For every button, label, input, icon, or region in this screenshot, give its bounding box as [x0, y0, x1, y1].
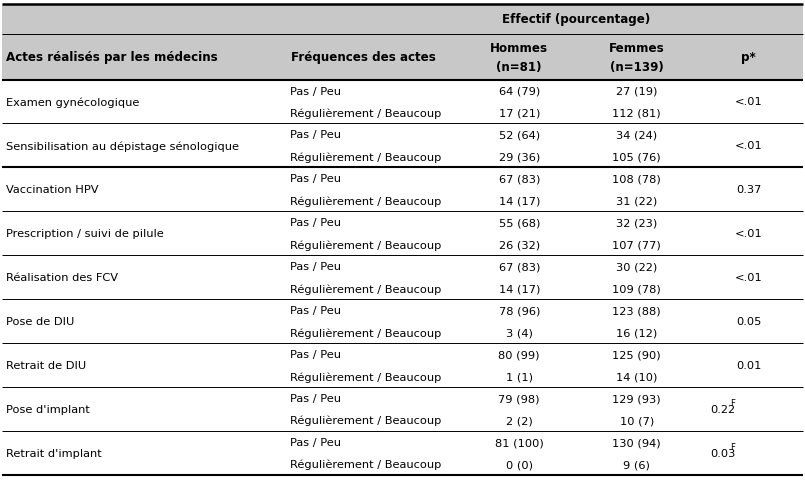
Text: 105 (76): 105 (76)	[613, 152, 661, 162]
Text: 107 (77): 107 (77)	[613, 240, 661, 250]
Text: 108 (78): 108 (78)	[613, 174, 661, 184]
Text: Régulièrement / Beaucoup: Régulièrement / Beaucoup	[290, 108, 441, 119]
Text: 14 (10): 14 (10)	[616, 372, 658, 382]
Text: 10 (7): 10 (7)	[620, 415, 654, 425]
Text: 0.22: 0.22	[710, 405, 736, 414]
Text: 32 (23): 32 (23)	[616, 218, 658, 228]
Text: Pas / Peu: Pas / Peu	[290, 437, 341, 447]
Text: 1 (1): 1 (1)	[506, 372, 533, 382]
Text: 55 (68): 55 (68)	[498, 218, 540, 228]
Text: 78 (96): 78 (96)	[498, 306, 540, 316]
Text: 9 (6): 9 (6)	[623, 459, 650, 469]
Text: Régulièrement / Beaucoup: Régulièrement / Beaucoup	[290, 196, 441, 206]
Text: Régulièrement / Beaucoup: Régulièrement / Beaucoup	[290, 327, 441, 338]
Text: 14 (17): 14 (17)	[498, 284, 540, 294]
Text: Régulièrement / Beaucoup: Régulièrement / Beaucoup	[290, 459, 441, 469]
Text: 29 (36): 29 (36)	[498, 152, 540, 162]
Text: p*: p*	[741, 51, 756, 64]
Text: 125 (90): 125 (90)	[613, 349, 661, 360]
Text: Pose de DIU: Pose de DIU	[6, 317, 75, 326]
Text: 0.05: 0.05	[736, 317, 762, 326]
Text: 64 (79): 64 (79)	[498, 86, 540, 96]
Text: 52 (64): 52 (64)	[498, 130, 540, 140]
Text: Pas / Peu: Pas / Peu	[290, 349, 341, 360]
Text: Pas / Peu: Pas / Peu	[290, 218, 341, 228]
Text: 0.01: 0.01	[736, 360, 762, 371]
Text: 123 (88): 123 (88)	[613, 306, 661, 316]
Text: 3 (4): 3 (4)	[506, 328, 533, 337]
Text: Retrait d'implant: Retrait d'implant	[6, 448, 102, 458]
Text: Pas / Peu: Pas / Peu	[290, 130, 341, 140]
Text: 67 (83): 67 (83)	[498, 174, 540, 184]
Text: Prescription / suivi de pilule: Prescription / suivi de pilule	[6, 229, 164, 239]
Text: 81 (100): 81 (100)	[495, 437, 543, 447]
Text: 0.37: 0.37	[736, 185, 762, 195]
Text: Actes réalisés par les médecins: Actes réalisés par les médecins	[6, 51, 218, 64]
Text: Pas / Peu: Pas / Peu	[290, 306, 341, 316]
Text: Pose d'implant: Pose d'implant	[6, 405, 90, 414]
Text: 79 (98): 79 (98)	[498, 394, 540, 403]
Text: Pas / Peu: Pas / Peu	[290, 262, 341, 272]
Text: Pas / Peu: Pas / Peu	[290, 394, 341, 403]
Bar	[2, 5, 803, 80]
Text: 14 (17): 14 (17)	[498, 196, 540, 206]
Text: Régulièrement / Beaucoup: Régulièrement / Beaucoup	[290, 371, 441, 382]
Text: 30 (22): 30 (22)	[616, 262, 658, 272]
Text: 2 (2): 2 (2)	[506, 415, 533, 425]
Text: 129 (93): 129 (93)	[613, 394, 661, 403]
Text: 80 (99): 80 (99)	[498, 349, 540, 360]
Text: Réalisation des FCV: Réalisation des FCV	[6, 273, 118, 283]
Text: Femmes: Femmes	[609, 42, 665, 55]
Text: 34 (24): 34 (24)	[616, 130, 658, 140]
Text: 27 (19): 27 (19)	[616, 86, 658, 96]
Text: (n=81): (n=81)	[497, 61, 542, 74]
Text: 0 (0): 0 (0)	[506, 459, 533, 469]
Text: 67 (83): 67 (83)	[498, 262, 540, 272]
Text: Régulièrement / Beaucoup: Régulièrement / Beaucoup	[290, 284, 441, 294]
Text: Fréquences des actes: Fréquences des actes	[291, 51, 436, 64]
Text: 31 (22): 31 (22)	[616, 196, 658, 206]
Text: 17 (21): 17 (21)	[498, 108, 540, 118]
Text: <.01: <.01	[735, 273, 762, 283]
Text: (n=139): (n=139)	[610, 61, 663, 74]
Text: F: F	[730, 398, 735, 408]
Text: 130 (94): 130 (94)	[613, 437, 661, 447]
Text: Régulièrement / Beaucoup: Régulièrement / Beaucoup	[290, 240, 441, 250]
Text: Examen gynécologique: Examen gynécologique	[6, 97, 140, 108]
Text: 109 (78): 109 (78)	[613, 284, 661, 294]
Text: 112 (81): 112 (81)	[613, 108, 661, 118]
Text: <.01: <.01	[735, 229, 762, 239]
Text: Hommes: Hommes	[490, 42, 548, 55]
Text: F: F	[730, 442, 735, 451]
Text: 26 (32): 26 (32)	[498, 240, 540, 250]
Text: <.01: <.01	[735, 141, 762, 151]
Text: 16 (12): 16 (12)	[616, 328, 658, 337]
Text: Pas / Peu: Pas / Peu	[290, 174, 341, 184]
Text: Pas / Peu: Pas / Peu	[290, 86, 341, 96]
Text: Régulièrement / Beaucoup: Régulièrement / Beaucoup	[290, 415, 441, 426]
Text: Vaccination HPV: Vaccination HPV	[6, 185, 99, 195]
Text: <.01: <.01	[735, 97, 762, 107]
Text: Sensibilisation au dépistage sénologique: Sensibilisation au dépistage sénologique	[6, 141, 239, 151]
Text: Retrait de DIU: Retrait de DIU	[6, 360, 87, 371]
Text: Effectif (pourcentage): Effectif (pourcentage)	[502, 13, 650, 26]
Text: Régulièrement / Beaucoup: Régulièrement / Beaucoup	[290, 152, 441, 162]
Text: 0.03: 0.03	[710, 448, 736, 458]
